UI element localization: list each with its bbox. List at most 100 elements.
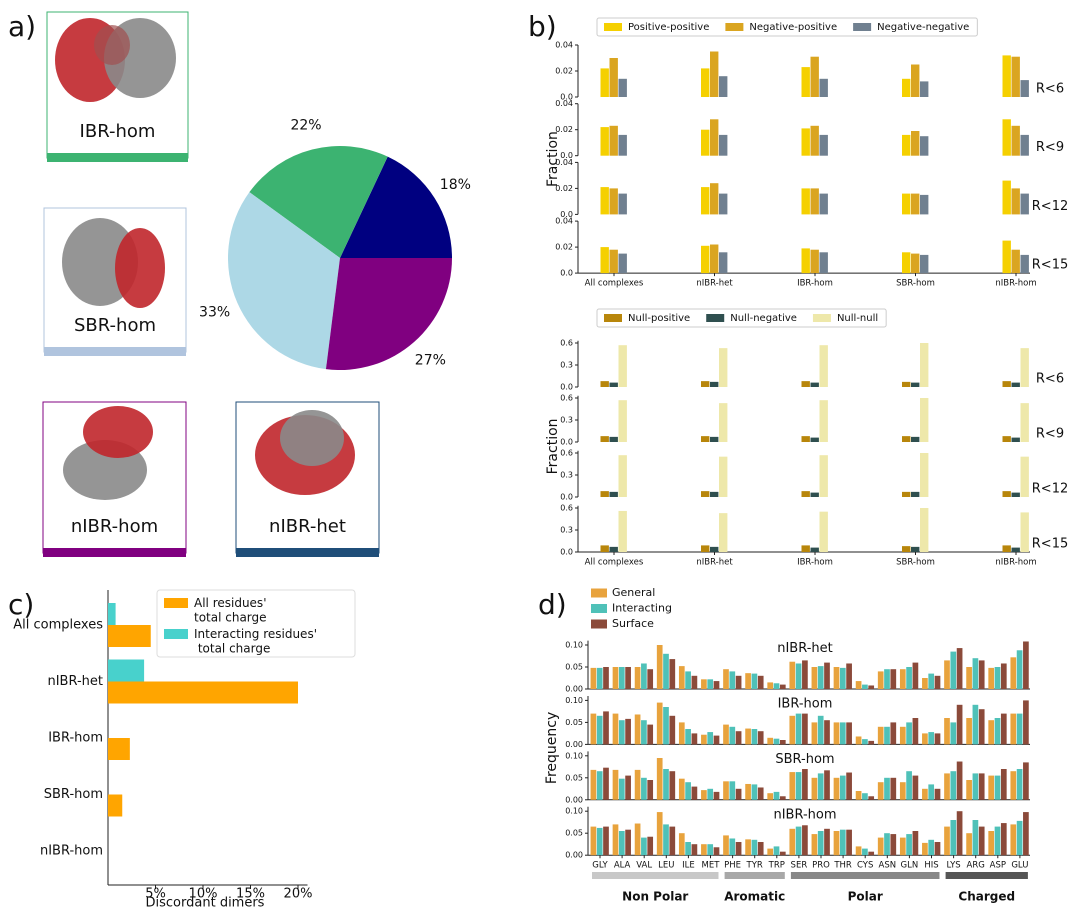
bar — [774, 683, 780, 689]
bar — [906, 722, 912, 744]
bar — [767, 793, 773, 800]
legend-label: Interacting — [612, 602, 672, 615]
bar — [811, 188, 819, 214]
facet-label: R<12 — [1032, 482, 1068, 497]
bar — [1001, 663, 1007, 689]
bar — [613, 714, 619, 745]
bar — [1012, 57, 1020, 97]
bar — [922, 733, 928, 744]
bar — [884, 833, 890, 855]
bar — [1012, 188, 1020, 214]
bar — [920, 136, 928, 156]
bar — [950, 771, 956, 800]
bar — [820, 252, 828, 273]
bar — [973, 705, 979, 745]
x-tick-label: ARG — [967, 861, 985, 871]
group-bar — [791, 872, 940, 879]
bar — [641, 838, 647, 856]
bar — [890, 834, 896, 855]
bar — [966, 780, 972, 800]
bar — [1021, 194, 1029, 215]
bar — [108, 738, 130, 760]
bar — [1001, 823, 1007, 855]
pie-label: 18% — [440, 177, 471, 193]
x-tick-label: GLY — [592, 861, 608, 871]
bar — [1021, 135, 1029, 156]
bar — [802, 436, 810, 442]
bar — [729, 671, 735, 689]
x-tick-label: nIBR-hom — [995, 279, 1036, 289]
bar — [988, 668, 994, 689]
bar — [635, 824, 641, 856]
x-tick-label: SBR-hom — [896, 558, 935, 568]
bar — [619, 345, 627, 387]
bar — [597, 828, 603, 855]
bar — [928, 674, 934, 689]
bar — [625, 776, 631, 800]
bar — [669, 771, 675, 800]
bar — [846, 773, 852, 800]
bar — [752, 784, 758, 799]
bar — [796, 714, 802, 745]
bar — [774, 846, 780, 855]
bar — [878, 782, 884, 800]
bar — [818, 831, 824, 855]
bar — [868, 796, 874, 800]
bar — [610, 250, 618, 273]
x-tick-label: PRO — [812, 861, 830, 871]
bar — [669, 827, 675, 856]
group-bar — [946, 872, 1028, 879]
bar — [911, 65, 919, 98]
bar — [979, 660, 985, 689]
bar — [884, 727, 890, 745]
bar — [840, 668, 846, 689]
facet-label: R<12 — [1032, 199, 1068, 214]
x-tick-label: SBR-hom — [896, 279, 935, 289]
bar — [802, 491, 810, 497]
bar — [719, 457, 727, 497]
bar — [802, 67, 810, 97]
bar — [1023, 700, 1029, 744]
y-axis-label: Fraction — [545, 418, 561, 474]
bar — [812, 834, 818, 855]
legend-swatch — [591, 620, 607, 629]
bar — [635, 770, 641, 800]
bar — [736, 731, 742, 744]
bar — [679, 666, 685, 689]
bar — [878, 671, 884, 689]
bar — [1003, 119, 1011, 155]
bar — [913, 718, 919, 744]
bar — [723, 835, 729, 855]
facet-label: R<15 — [1032, 258, 1068, 273]
y-axis-label: Frequency — [544, 712, 560, 784]
bar — [966, 718, 972, 744]
bar — [601, 436, 609, 442]
bar — [657, 703, 663, 745]
bar — [979, 709, 985, 744]
bar — [635, 667, 641, 689]
legend-swatch — [813, 314, 831, 322]
bar — [911, 492, 919, 497]
structure-color-bar — [43, 548, 186, 557]
bar — [856, 846, 862, 855]
bar — [619, 135, 627, 156]
bar — [988, 831, 994, 855]
bar — [710, 547, 718, 552]
bar — [601, 187, 609, 214]
bar — [928, 784, 934, 799]
bar — [591, 827, 597, 856]
legend-swatch — [706, 314, 724, 322]
bar — [647, 780, 653, 800]
bar — [613, 824, 619, 855]
bar — [840, 722, 846, 744]
bar — [820, 194, 828, 215]
facet-title: SBR-hom — [775, 752, 834, 767]
bar — [988, 720, 994, 744]
y-tick-label: SBR-hom — [44, 787, 103, 802]
bar — [995, 667, 1001, 689]
bar — [657, 645, 663, 689]
bar — [995, 827, 1001, 856]
bar — [774, 792, 780, 800]
bar — [679, 779, 685, 800]
bar — [1003, 241, 1011, 274]
